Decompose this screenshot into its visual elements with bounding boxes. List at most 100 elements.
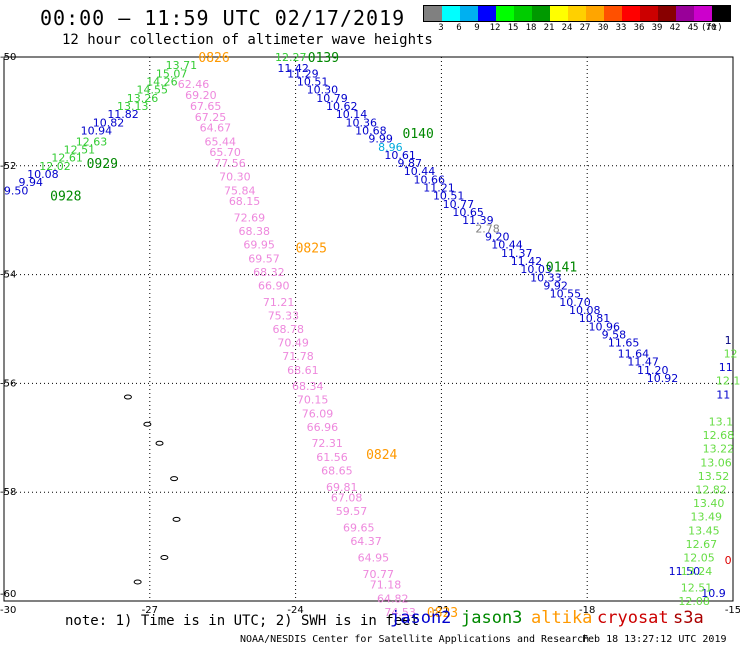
colorbar-label: 21 [543, 23, 555, 33]
colorbar-swatch [568, 6, 586, 21]
wave-height-value: 66.96 [307, 421, 339, 434]
wave-height-value: 10.77 [443, 198, 475, 211]
wave-height-value: 13.26 [127, 92, 159, 105]
wave-height-value: 68.15 [229, 195, 261, 208]
wave-height-value: 11.64 [618, 347, 650, 360]
wave-height-value: 72.31 [311, 437, 343, 450]
wave-height-value: 68.32 [253, 266, 285, 279]
wave-height-value: 10.36 [345, 116, 377, 129]
colorbar-swatch [460, 6, 478, 21]
wave-height-value: 11.39 [462, 214, 494, 227]
wave-height-value: 12.82 [695, 483, 727, 496]
pass-time-label: 0139 [308, 51, 339, 66]
wave-height-value: 10.30 [307, 84, 339, 97]
colorbar-swatch [478, 6, 496, 21]
wave-height-value: 59.57 [336, 505, 368, 518]
wave-height-value: 10.82 [93, 116, 125, 129]
wave-height-value: 69.95 [243, 239, 275, 252]
colorbar-swatch [676, 6, 694, 21]
wave-height-value: 13.45 [688, 524, 720, 537]
wave-height-value: 15.07 [156, 67, 188, 80]
wave-height-value: 68.34 [292, 380, 324, 393]
wave-height-value: 77.56 [214, 157, 246, 170]
page-title: 00:00 – 11:59 UTC 02/17/2019 [40, 6, 406, 30]
wave-height-value: 10.9 [701, 587, 726, 600]
credit-text: NOAA/NESDIS Center for Satellite Applica… [240, 634, 590, 645]
pass-time-label: 0824 [366, 448, 397, 463]
wave-height-value: 13.1 [709, 415, 734, 428]
footer-note: note: 1) Time is in UTC; 2) SWH is in fe… [65, 613, 420, 629]
wave-height-value: 64.67 [200, 122, 232, 135]
colorbar-label: 42 [669, 23, 681, 33]
wave-height-value: 61.56 [316, 451, 348, 464]
wave-height-value: 70.77 [362, 568, 394, 581]
wave-height-value: 74.53 [384, 606, 416, 619]
pass-time-label: 0825 [296, 241, 327, 256]
longitude-tick-label: -15 [725, 605, 740, 616]
wave-height-value: 11 [719, 361, 733, 374]
satellite-legend-cryosat: cryosat [597, 608, 669, 628]
wave-height-value: 12.27 [275, 51, 307, 64]
island-outline-icon [123, 394, 132, 400]
colorbar-swatch [586, 6, 604, 21]
wave-height-value: 11.50 [669, 565, 701, 578]
wave-height-value: 11.82 [107, 108, 139, 121]
colorbar-label: 15 [507, 23, 519, 33]
corner-tick-label: -30 [0, 605, 16, 616]
wave-height-value: 62.46 [178, 78, 210, 91]
wave-height-value: 1 [725, 334, 732, 347]
latitude-tick-label: -60 [0, 589, 16, 600]
wave-height-value: 10.08 [569, 304, 601, 317]
colorbar-label: 27 [579, 23, 591, 33]
wave-height-value: 12.63 [76, 135, 108, 148]
wave-height-value: 11.37 [501, 247, 533, 260]
wave-height-value: 70.49 [277, 337, 309, 350]
colorbar-swatch [658, 6, 676, 21]
satellite-legend-jason3: jason3 [461, 608, 523, 628]
colorbar-swatch [514, 6, 532, 21]
latitude-tick-label: -58 [0, 487, 16, 498]
colorbar-label: 36 [633, 23, 645, 33]
colorbar-swatch [442, 6, 460, 21]
wave-height-value: 71.21 [263, 296, 295, 309]
wave-height-value: 12.05 [683, 551, 715, 564]
wave-height-value: 10.55 [550, 288, 582, 301]
wave-height-value: 8.96 [378, 141, 403, 154]
wave-height-value: 11.20 [637, 364, 669, 377]
wave-height-value: 11 [716, 388, 730, 401]
colorbar-label: 39 [651, 23, 663, 33]
wave-height-value: 0 [725, 554, 732, 567]
colorbar-label: 9 [474, 23, 480, 33]
pass-time-label: 0929 [87, 157, 118, 172]
colorbar-label: 33 [615, 23, 627, 33]
colorbar-unit: (ft) [701, 23, 723, 33]
latitude-tick-label: -52 [0, 161, 16, 172]
colorbar-label: 24 [561, 23, 573, 33]
colorbar-swatch [694, 6, 712, 21]
wave-height-value: 12.51 [64, 143, 96, 156]
longitude-tick-label: -21 [433, 605, 449, 616]
wave-height-value: 71.78 [282, 350, 314, 363]
colorbar-swatch [640, 6, 658, 21]
colorbar-swatch [532, 6, 550, 21]
wave-height-value: 12.68 [703, 429, 735, 442]
wave-height-value: 10.51 [433, 190, 465, 203]
colorbar-swatch [604, 6, 622, 21]
wave-height-value: 12.51 [681, 581, 713, 594]
wave-height-value: 12 [724, 347, 738, 360]
wave-height-value: 10.94 [81, 124, 113, 137]
wave-height-value: 69.57 [248, 252, 280, 265]
wave-height-value: 67.08 [331, 492, 363, 505]
wave-height-value: 68.61 [287, 364, 319, 377]
island-outline-icon [172, 516, 181, 522]
wave-height-value: 10.44 [491, 239, 523, 252]
wave-height-value: 10.61 [384, 149, 416, 162]
wave-height-value: 13.22 [703, 443, 735, 456]
satellite-legend-altika: altika [531, 608, 593, 628]
wave-height-value: 68.38 [239, 225, 271, 238]
pass-time-label: 0140 [403, 127, 434, 142]
wave-height-value: 12.02 [39, 160, 71, 173]
pass-time-label: 0928 [50, 190, 81, 205]
colorbar-label: 3 [438, 23, 444, 33]
wave-height-value: 64.37 [350, 535, 382, 548]
